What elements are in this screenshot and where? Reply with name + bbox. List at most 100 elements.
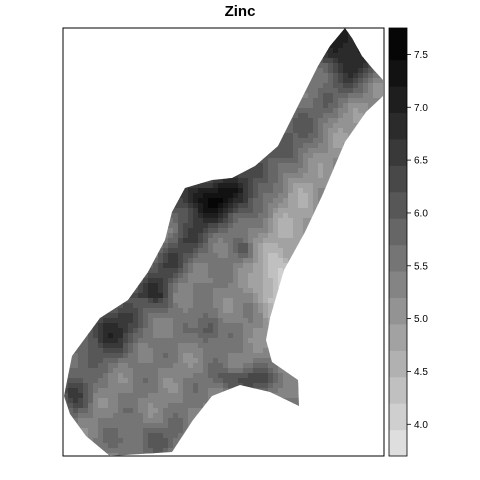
raster-cell — [208, 308, 214, 314]
raster-cell — [303, 158, 309, 164]
raster-cell — [158, 268, 164, 274]
raster-cell — [308, 158, 314, 164]
raster-cell — [233, 178, 239, 184]
raster-cell — [233, 248, 239, 254]
raster-cell — [188, 288, 194, 294]
raster-cell — [278, 173, 284, 179]
raster-cell — [243, 358, 249, 364]
raster-cell — [328, 83, 334, 89]
raster-cell — [213, 298, 219, 304]
raster-cell — [258, 173, 264, 179]
raster-cell — [128, 373, 134, 379]
raster-cell — [218, 308, 224, 314]
raster-cell — [88, 373, 94, 379]
raster-cell — [183, 248, 189, 254]
raster-cell — [98, 358, 104, 364]
raster-cell — [153, 408, 159, 414]
raster-cell — [238, 318, 244, 324]
raster-cell — [313, 118, 319, 124]
raster-cell — [103, 358, 109, 364]
raster-cell — [323, 148, 329, 154]
raster-cell — [263, 303, 269, 309]
raster-cell — [203, 338, 209, 344]
raster-cell — [363, 98, 369, 104]
raster-cell — [313, 83, 319, 89]
raster-cell — [368, 78, 374, 84]
raster-cell — [113, 338, 119, 344]
raster-cell — [133, 348, 139, 354]
raster-cell — [323, 68, 329, 74]
raster-cell — [163, 243, 169, 249]
raster-cell — [188, 328, 194, 334]
raster-cell — [178, 308, 184, 314]
raster-cell — [223, 358, 229, 364]
raster-cell — [158, 388, 164, 394]
raster-cell — [93, 368, 99, 374]
raster-cell — [278, 228, 284, 234]
raster-cell — [208, 263, 214, 269]
raster-cell — [263, 223, 269, 229]
raster-cell — [188, 203, 194, 209]
raster-cell — [228, 368, 234, 374]
raster-cell — [93, 328, 99, 334]
raster-cell — [243, 228, 249, 234]
raster-cell — [183, 393, 189, 399]
raster-cell — [298, 198, 304, 204]
raster-cell — [278, 223, 284, 229]
raster-cell — [118, 303, 124, 309]
raster-cell — [218, 248, 224, 254]
raster-cell — [273, 273, 279, 279]
raster-cell — [138, 313, 144, 319]
raster-cell — [188, 358, 194, 364]
raster-cell — [278, 378, 284, 384]
raster-cell — [143, 388, 149, 394]
raster-cell — [123, 388, 129, 394]
raster-cell — [253, 193, 259, 199]
raster-cell — [228, 328, 234, 334]
raster-cell — [263, 228, 269, 234]
raster-cell — [218, 263, 224, 269]
raster-cell — [223, 213, 229, 219]
raster-cell — [313, 98, 319, 104]
raster-cell — [328, 118, 334, 124]
raster-cell — [253, 248, 259, 254]
raster-cell — [268, 223, 274, 229]
raster-cell — [168, 333, 174, 339]
raster-cell — [108, 378, 114, 384]
raster-cell — [108, 398, 114, 404]
raster-cell — [103, 388, 109, 394]
raster-cell — [158, 303, 164, 309]
raster-cell — [358, 88, 364, 94]
raster-cell — [213, 283, 219, 289]
raster-cell — [228, 383, 234, 389]
raster-cell — [313, 188, 319, 194]
raster-cell — [303, 153, 309, 159]
raster-cell — [283, 138, 289, 144]
raster-cell — [248, 343, 254, 349]
raster-cell — [163, 323, 169, 329]
raster-cell — [218, 338, 224, 344]
raster-cell — [148, 273, 154, 279]
raster-cell — [193, 368, 199, 374]
raster-cell — [193, 238, 199, 244]
raster-cell — [158, 338, 164, 344]
raster-cell — [168, 258, 174, 264]
raster-cell — [343, 38, 349, 44]
raster-cell — [123, 353, 129, 359]
raster-cell — [208, 203, 214, 209]
raster-cell — [113, 308, 119, 314]
raster-cell — [308, 123, 314, 129]
raster-cell — [288, 178, 294, 184]
raster-cell — [328, 163, 334, 169]
raster-cell — [133, 368, 139, 374]
raster-cell — [148, 383, 154, 389]
raster-cell — [248, 228, 254, 234]
raster-cell — [243, 243, 249, 249]
raster-cell — [168, 343, 174, 349]
raster-cell — [368, 83, 374, 89]
raster-cell — [183, 188, 189, 194]
raster-cell — [168, 368, 174, 374]
raster-cell — [118, 348, 124, 354]
raster-cell — [298, 193, 304, 199]
raster-cell — [273, 173, 279, 179]
